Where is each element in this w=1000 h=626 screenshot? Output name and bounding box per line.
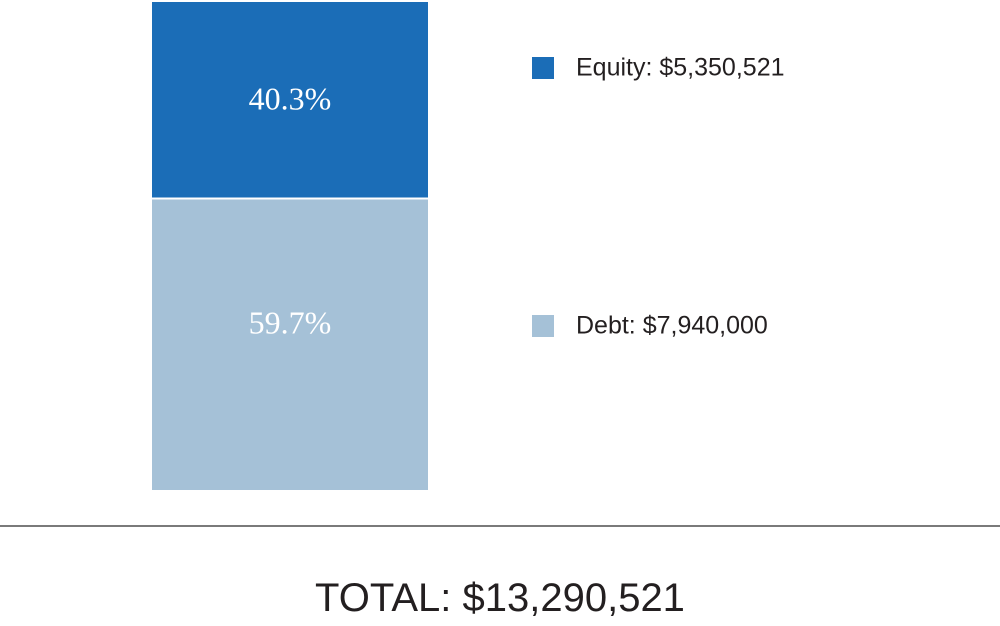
legend-label-equity: Equity: $5,350,521	[576, 54, 785, 82]
legend-swatch-equity	[532, 57, 554, 79]
bar-segment-debt	[152, 198, 428, 490]
legend-swatch-debt	[532, 315, 554, 337]
bar-segment-equity	[152, 2, 428, 199]
percent-label-debt: 59.7%	[249, 304, 332, 340]
total-label: TOTAL: $13,290,521	[315, 576, 685, 620]
chart-baseline	[0, 525, 1000, 527]
percent-label-equity: 40.3%	[249, 81, 332, 117]
legend-label-debt: Debt: $7,940,000	[576, 312, 768, 340]
